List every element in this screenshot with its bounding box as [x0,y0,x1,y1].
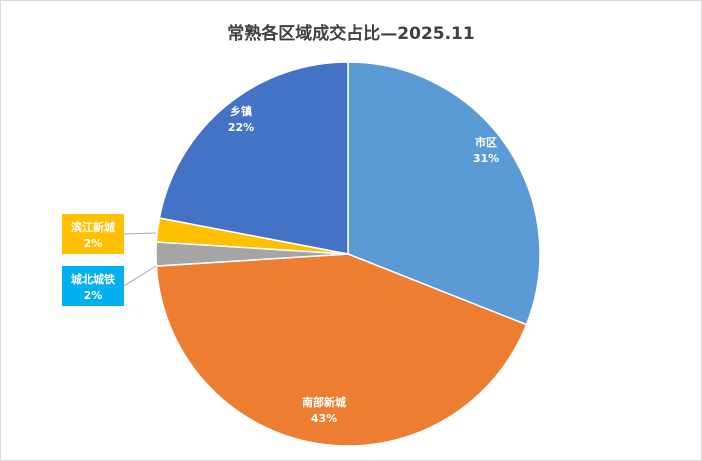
label-box-3 [62,214,124,254]
leader-line-2 [123,265,157,287]
pie-slice-1 [155,253,528,447]
slice-percent-label: 2% [84,289,103,302]
slice-percent-label: 43% [311,412,337,425]
slice-name-label: 城北城铁 [71,272,115,286]
data-label-0: 市区 31% [473,135,499,165]
slice-name-label: 滨江新城 [71,220,115,234]
data-label-2: 城北城铁 2% [62,265,157,306]
slice-name-label: 南部新城 [302,395,346,409]
slice-percent-label: 22% [228,121,254,134]
data-label-3: 滨江新城 2% [62,214,157,254]
data-label-4: 乡镇 22% [228,104,254,134]
pie-slice-4 [158,61,349,255]
slice-name-label: 市区 [475,135,497,149]
label-box-2 [62,266,124,306]
leader-line-3 [123,232,157,235]
data-label-1: 南部新城 43% [302,395,346,425]
chart-title: 常熟各区域成交占比—2025.11 [227,24,475,44]
slice-percent-label: 2% [84,237,103,250]
pie-slice-0 [347,61,541,326]
slice-percent-label: 31% [473,152,499,165]
slice-name-label: 乡镇 [230,104,252,118]
